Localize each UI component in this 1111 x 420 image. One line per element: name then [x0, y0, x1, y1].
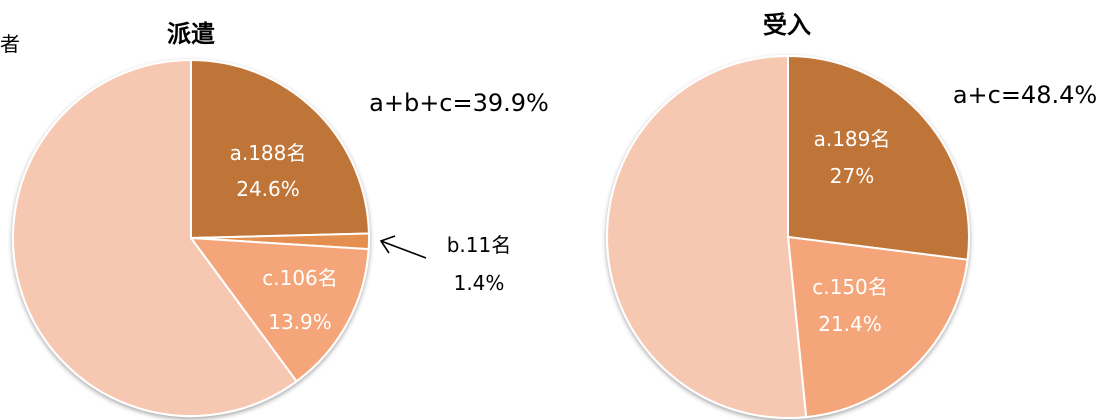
- dispatch-label-a-pct: 24.6%: [236, 177, 300, 201]
- dispatch-summary: a+b+c=39.9%: [369, 89, 549, 117]
- dispatch-label-a-count: a.188名: [230, 141, 307, 165]
- dispatch-label-b-arrow: [379, 235, 427, 259]
- dispatch-pie-chart: 派遣 a+b+c=39.9% a.188名 24.6% c.106名 13.9%…: [12, 20, 549, 417]
- corner-text: 者: [0, 32, 20, 56]
- dispatch-slice-a: [190, 58, 370, 240]
- accept-summary: a+c=48.4%: [953, 81, 1097, 109]
- dispatch-label-b-count: b.11名: [447, 233, 512, 257]
- accept-label-c-count: c.150名: [812, 275, 888, 299]
- dispatch-slice-rest: [12, 58, 298, 417]
- dispatch-label-c-count: c.106名: [262, 266, 338, 290]
- accept-slice-rest: [606, 54, 808, 419]
- accept-slice-a: [787, 54, 970, 261]
- dispatch-chart-title: 派遣: [167, 20, 215, 48]
- accept-label-a-pct: 27%: [830, 164, 874, 188]
- accept-slice-c: [786, 235, 969, 419]
- dispatch-label-b-pct: 1.4%: [454, 271, 505, 295]
- accept-pie-chart: 受入 a+c=48.4% a.189名 27% c.150名 21.4%: [606, 11, 1097, 419]
- dispatch-slice-c: [188, 236, 370, 383]
- dispatch-label-c-pct: 13.9%: [268, 310, 332, 334]
- dispatch-pie-slices: [12, 58, 370, 417]
- accept-label-c-pct: 21.4%: [818, 312, 882, 336]
- accept-label-a-count: a.189名: [814, 127, 891, 151]
- accept-pie-slices: [606, 54, 970, 419]
- accept-chart-title: 受入: [763, 11, 811, 39]
